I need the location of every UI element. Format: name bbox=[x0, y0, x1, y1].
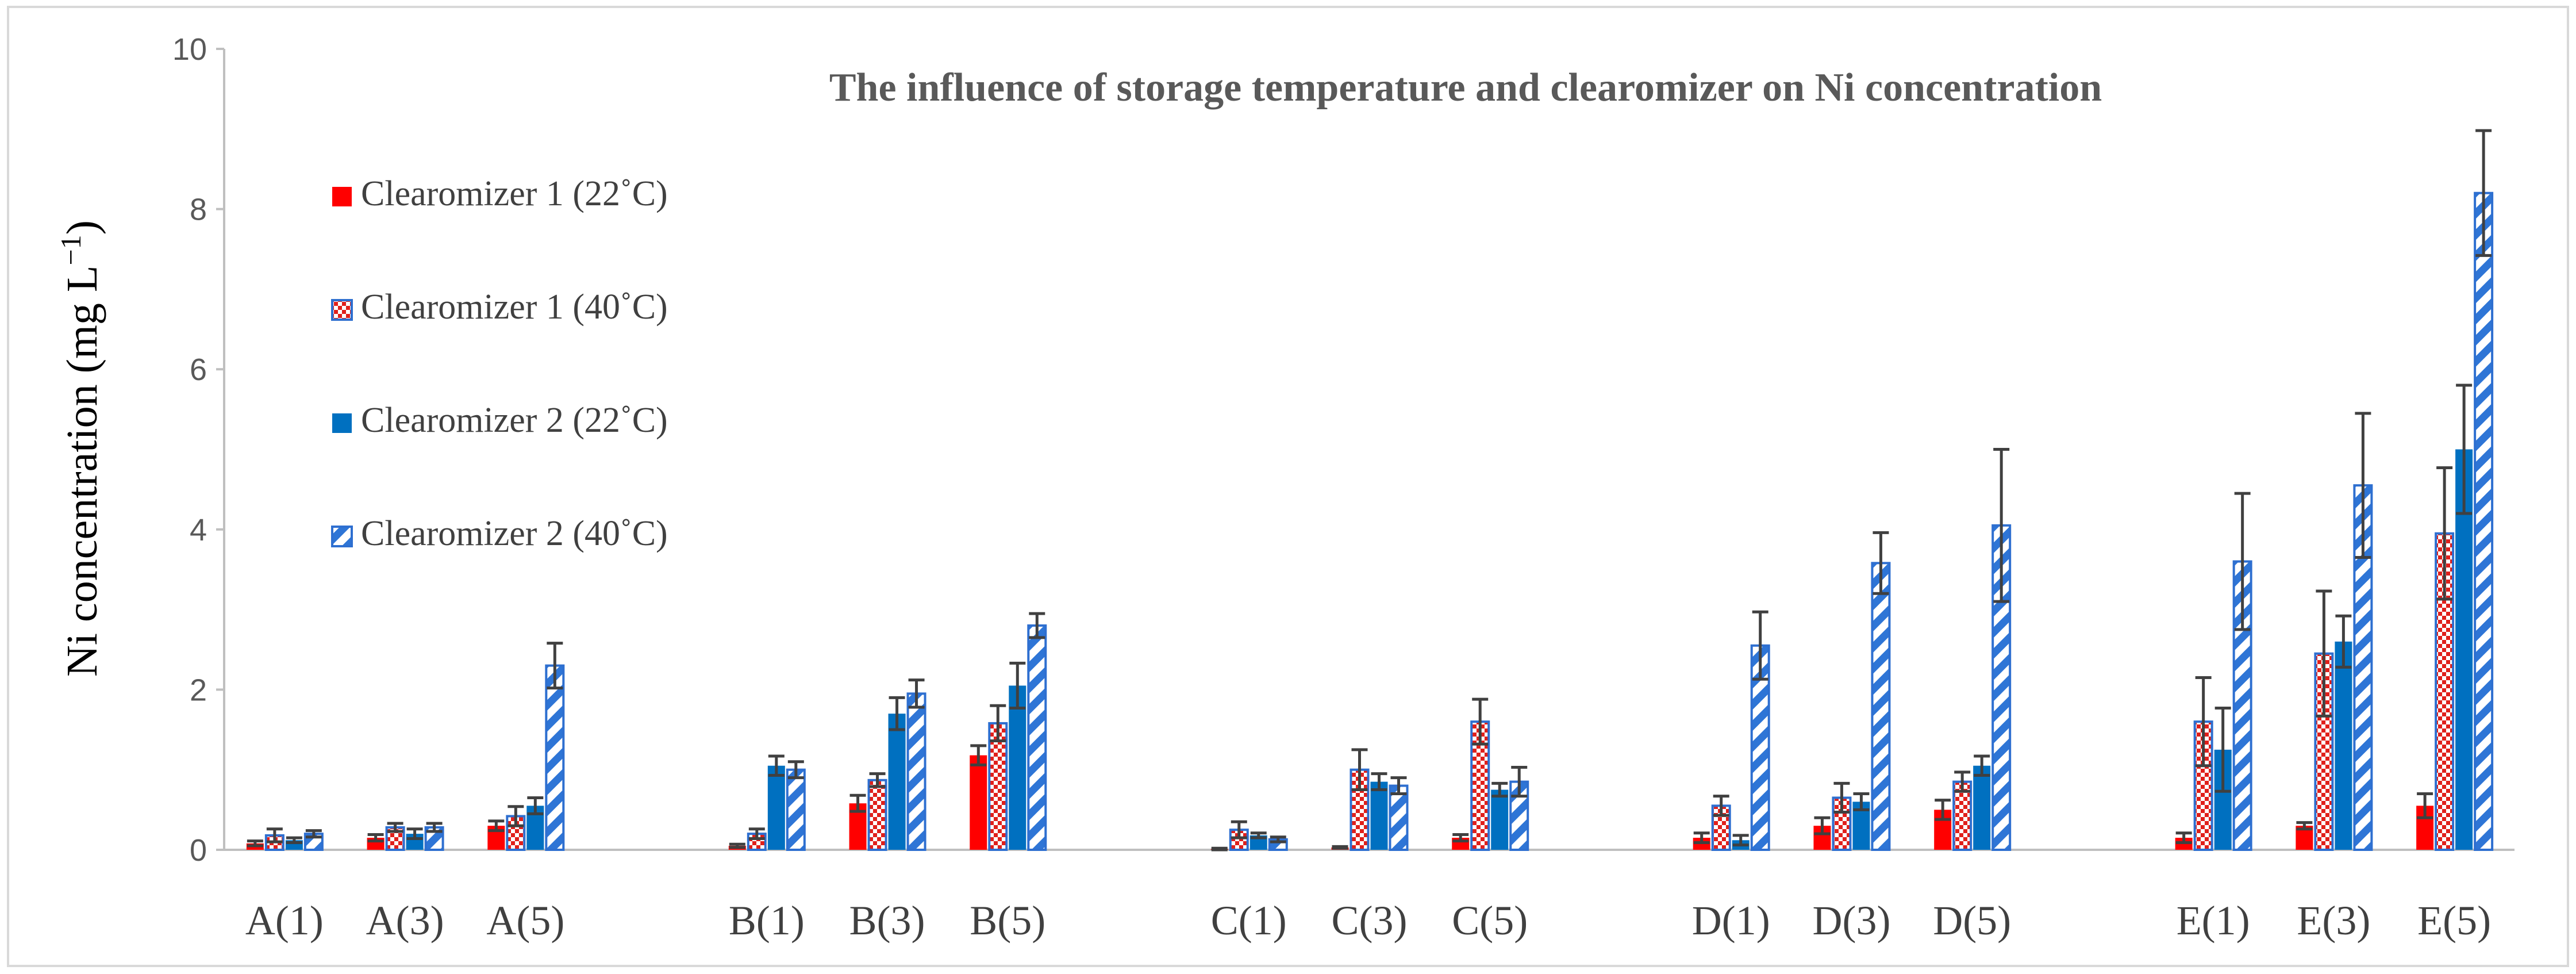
legend-swatch bbox=[331, 299, 353, 321]
y-tick-label: 6 bbox=[190, 352, 207, 387]
x-tick-label: E(3) bbox=[2297, 898, 2370, 944]
x-tick-label: D(1) bbox=[1692, 898, 1770, 944]
bars bbox=[246, 191, 2494, 852]
bar bbox=[970, 755, 987, 850]
legend-label: Clearomizer 2 (22˚C) bbox=[361, 401, 668, 440]
bar bbox=[767, 765, 785, 850]
x-tick-label: A(5) bbox=[486, 898, 564, 944]
bar bbox=[1491, 789, 1509, 850]
y-axis-label-close: ) bbox=[58, 220, 106, 235]
error-bars bbox=[247, 129, 2492, 852]
x-tick-label: D(5) bbox=[1933, 898, 2011, 944]
bar bbox=[1027, 624, 1047, 851]
bar bbox=[545, 664, 565, 851]
bar bbox=[1832, 796, 1852, 851]
y-tick-label: 2 bbox=[190, 673, 207, 707]
bar bbox=[1871, 562, 1891, 852]
legend-swatch bbox=[332, 413, 352, 433]
bar bbox=[1952, 780, 1973, 851]
legend-swatch bbox=[331, 526, 353, 547]
bar bbox=[2335, 641, 2352, 850]
bar bbox=[988, 722, 1008, 851]
bar bbox=[2474, 191, 2494, 851]
bar bbox=[1389, 784, 1409, 852]
y-axis-label: Ni concentration (mg L−1) bbox=[55, 220, 106, 677]
bar bbox=[888, 714, 906, 850]
bar bbox=[867, 779, 887, 851]
legend-label: Clearomizer 1 (40˚C) bbox=[361, 287, 668, 327]
bar bbox=[1991, 524, 2012, 851]
bar bbox=[906, 692, 926, 851]
x-tick-label: A(1) bbox=[245, 898, 324, 944]
x-tick-labels: A(1) A(3) A(5) B(1) B(3) B(5) C(1) C(3) C(5) D(1)… bbox=[245, 898, 2491, 944]
x-tick-label: E(1) bbox=[2177, 898, 2250, 944]
x-tick-label: C(3) bbox=[1332, 898, 1408, 944]
y-tick-label: 8 bbox=[190, 193, 207, 227]
y-axis-label-main: Ni concentration (mg L bbox=[58, 266, 106, 677]
x-tick-label: E(5) bbox=[2417, 898, 2491, 944]
bar bbox=[1973, 765, 1991, 850]
legend-swatch bbox=[332, 187, 352, 206]
bar bbox=[1370, 781, 1388, 850]
x-tick-label: C(1) bbox=[1211, 898, 1287, 944]
y-tick-label: 10 bbox=[172, 32, 207, 67]
bar bbox=[786, 768, 806, 851]
x-tick-label: A(3) bbox=[366, 898, 444, 944]
y-tick-labels: 0 2 4 6 8 10 bbox=[172, 32, 207, 868]
bar bbox=[1009, 685, 1026, 850]
x-tick-label: D(3) bbox=[1812, 898, 1890, 944]
y-tick-label: 0 bbox=[190, 833, 207, 868]
bar bbox=[2455, 449, 2473, 850]
bar bbox=[2232, 560, 2252, 852]
chart-title: The influence of storage temperature and… bbox=[829, 66, 2102, 110]
legend-label: Clearomizer 2 (40˚C) bbox=[361, 514, 668, 553]
x-tick-label: B(5) bbox=[970, 898, 1045, 944]
y-tick-label: 4 bbox=[190, 513, 207, 547]
chart-frame bbox=[7, 6, 2569, 967]
x-tick-label: B(1) bbox=[729, 898, 805, 944]
legend: Clearomizer 1 (22˚C) Clearomizer 1 (40˚C)… bbox=[331, 174, 668, 553]
y-axis-label-sup: −1 bbox=[55, 235, 87, 265]
x-tick-label: B(3) bbox=[849, 898, 925, 944]
x-tick-label: C(5) bbox=[1452, 898, 1528, 944]
legend-label: Clearomizer 1 (22˚C) bbox=[361, 174, 668, 213]
